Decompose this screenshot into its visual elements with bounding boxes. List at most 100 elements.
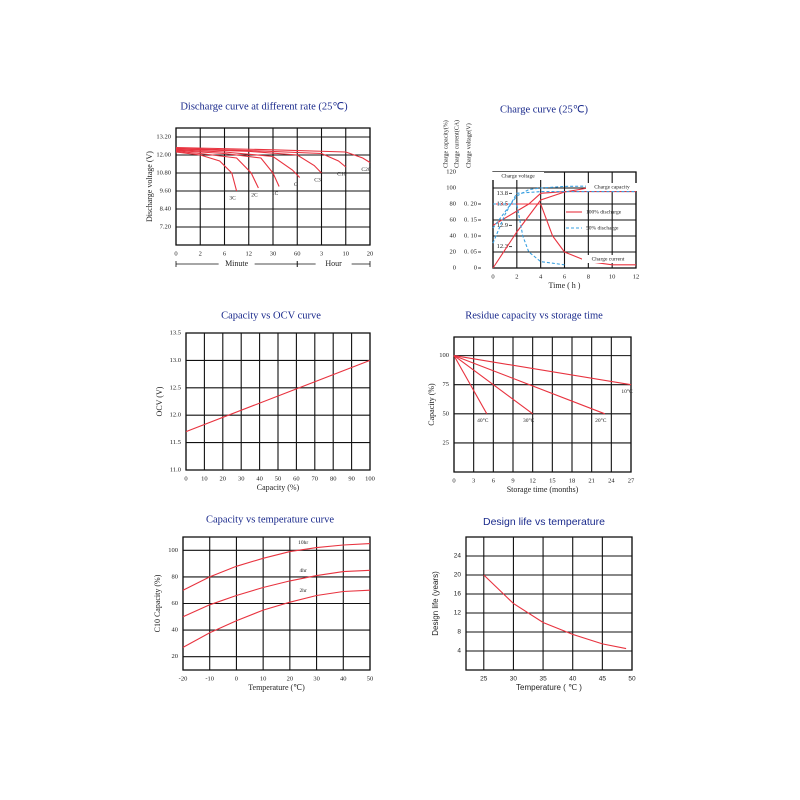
x-tick-label: 100 bbox=[365, 475, 375, 482]
series-line bbox=[453, 355, 488, 415]
y-tick-label: 60 bbox=[172, 600, 179, 607]
series-label: C20 bbox=[361, 167, 370, 173]
y-axis-label: C10 Capacity (%) bbox=[153, 574, 162, 632]
x-tick-label: 20 bbox=[287, 675, 294, 682]
annotation: Charge voltage bbox=[501, 173, 535, 179]
series-label: C bbox=[294, 182, 298, 188]
y-axis-label: Charge capacity(%) bbox=[442, 120, 449, 168]
x-tick-label: 60 bbox=[293, 475, 300, 482]
y-axis-label: Capacity (%) bbox=[427, 383, 436, 426]
x-axis-label: Temperature ( ℃ ) bbox=[516, 683, 582, 692]
y-tick-label: 20 bbox=[450, 248, 457, 255]
y-tick-label: 12.00 bbox=[156, 151, 171, 158]
series-label: 40°C bbox=[477, 417, 489, 424]
plot-frame bbox=[182, 536, 371, 671]
x-tick-label: 0 bbox=[235, 675, 238, 682]
y-tick-label: 9.60 bbox=[160, 187, 171, 194]
annotation-bg bbox=[586, 183, 638, 191]
x-tick-label: 18 bbox=[569, 477, 576, 484]
series-label: 10hr bbox=[298, 540, 308, 546]
y-tick-label: 11.0 bbox=[170, 466, 181, 473]
series-label: C3 bbox=[314, 177, 321, 183]
x-tick-label: 0 bbox=[491, 273, 494, 280]
y-tick-label: 40 bbox=[172, 627, 179, 634]
x-tick-label: 24 bbox=[608, 477, 615, 484]
y-tick-label: 25 bbox=[443, 439, 450, 446]
x-axis-label: Capacity (%) bbox=[257, 483, 300, 492]
y-tick-label: 7.20 bbox=[160, 223, 171, 230]
series-line bbox=[453, 355, 632, 386]
annotation: Charge capacity bbox=[594, 184, 630, 190]
x-tick-label: 0 bbox=[174, 250, 177, 257]
series-label: C10 bbox=[337, 171, 346, 177]
series-line bbox=[175, 147, 347, 168]
series-label: 2hr bbox=[300, 588, 308, 594]
x-tick-label: -10 bbox=[205, 675, 214, 682]
chart-panel: Capacity vs temperature curve -20 -10 0 10 20… bbox=[153, 514, 373, 691]
y-tick-label: 100 bbox=[439, 352, 449, 359]
x-tick-label: 12 bbox=[633, 273, 640, 280]
x-tick-label: 8 bbox=[587, 273, 590, 280]
series-label: 10°C bbox=[621, 388, 633, 395]
x-tick-label: 40 bbox=[256, 475, 263, 482]
y-tick-label: 12.0 bbox=[170, 412, 181, 419]
y-tick-label: 50 bbox=[443, 410, 450, 417]
x-tick-label: 80 bbox=[330, 475, 337, 482]
x-tick-label: 6 bbox=[563, 273, 567, 280]
y-tick-label: 20 bbox=[172, 653, 179, 660]
x-tick-label: 2 bbox=[199, 250, 202, 257]
y-tick-label: 75 bbox=[443, 381, 450, 388]
x-tick-label: -20 bbox=[179, 675, 188, 682]
group-label: Minute bbox=[225, 259, 249, 268]
plot-frame bbox=[465, 536, 633, 671]
x-tick-label: 10 bbox=[201, 475, 208, 482]
series-line bbox=[453, 355, 605, 415]
x-axis-label: Storage time (months) bbox=[507, 485, 579, 494]
group-label: Hour bbox=[325, 259, 342, 268]
x-tick-label: 3 bbox=[320, 250, 323, 257]
x-tick-label: 60 bbox=[294, 250, 301, 257]
y-tick-label: 0. 15 bbox=[464, 216, 477, 223]
x-tick-label: 20 bbox=[220, 475, 227, 482]
x-tick-label: 30 bbox=[313, 675, 320, 682]
chart-title: Capacity vs OCV curve bbox=[221, 310, 321, 321]
x-tick-label: 30 bbox=[270, 250, 277, 257]
y-tick-label: 100 bbox=[446, 184, 456, 191]
group-label-bg bbox=[315, 259, 352, 269]
series-label: 1C bbox=[272, 191, 279, 197]
y-tick-label: 13.5 bbox=[170, 329, 181, 336]
y-tick-label: 8.40 bbox=[160, 205, 171, 212]
chart-title: Capacity vs temperature curve bbox=[206, 514, 334, 525]
x-tick-label: 50 bbox=[275, 475, 282, 482]
x-tick-label: 12 bbox=[246, 250, 253, 257]
series-line bbox=[175, 151, 238, 192]
x-tick-label: 6 bbox=[492, 477, 496, 484]
x-tick-label: 25 bbox=[480, 676, 488, 683]
y-tick-label: 100 bbox=[168, 547, 178, 554]
chart-title: Residue capacity vs storage time bbox=[465, 310, 603, 321]
x-tick-label: 0 bbox=[452, 477, 455, 484]
y-tick-label: 24 bbox=[454, 553, 462, 560]
series-line bbox=[492, 191, 636, 244]
series-line bbox=[175, 146, 371, 163]
plot-frame bbox=[175, 127, 371, 246]
y-tick-label: 120 bbox=[446, 168, 456, 175]
y-tick-label: 4 bbox=[457, 648, 461, 655]
x-tick-label: 10 bbox=[609, 273, 616, 280]
y-tick-label: 8 bbox=[457, 629, 461, 636]
x-tick-label: 10 bbox=[343, 250, 350, 257]
series-line bbox=[483, 574, 627, 650]
y-tick-label: 0. 20 bbox=[464, 200, 477, 207]
y-axis-label: Design life (years) bbox=[431, 571, 440, 636]
series-line bbox=[453, 355, 534, 415]
chart-panel: Design life vs temperature 25 30 35 40 45 50 4 8… bbox=[431, 516, 636, 692]
y-tick-label: 60 bbox=[450, 216, 457, 223]
x-tick-label: 35 bbox=[539, 676, 547, 683]
x-tick-label: 20 bbox=[367, 250, 374, 257]
series-line bbox=[175, 149, 280, 187]
x-axis-label: Time ( h ) bbox=[549, 281, 581, 290]
y-tick-label: 20 bbox=[454, 572, 462, 579]
x-tick-label: 27 bbox=[628, 477, 635, 484]
series-line bbox=[175, 149, 301, 178]
